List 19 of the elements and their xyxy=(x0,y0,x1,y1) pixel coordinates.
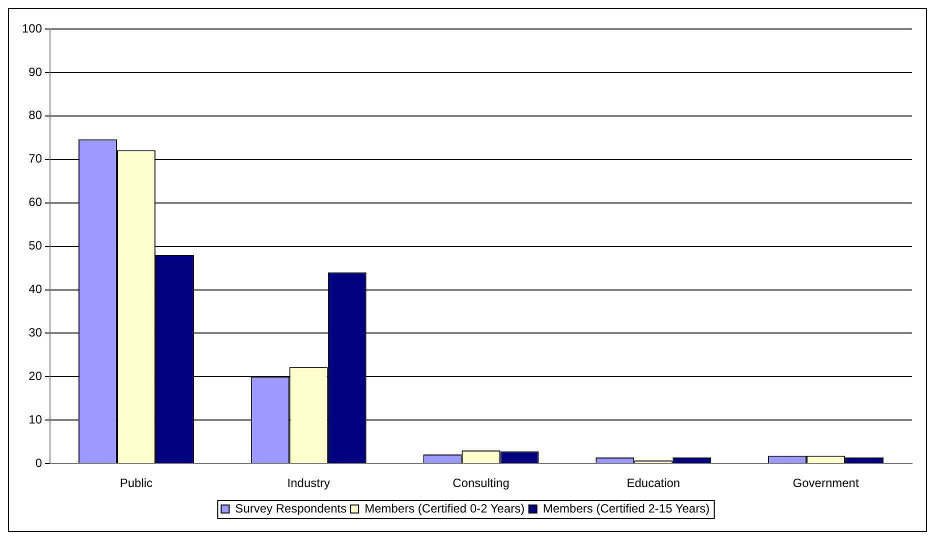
y-tick-label: 0 xyxy=(35,456,42,470)
y-tick-label: 70 xyxy=(28,152,42,166)
y-tick-label: 30 xyxy=(28,326,42,340)
legend-label: Survey Respondents xyxy=(235,501,347,516)
y-tick-label: 20 xyxy=(28,368,42,383)
x-tick-label: Public xyxy=(120,476,153,490)
y-tick-label: 50 xyxy=(28,238,42,253)
y-tick-label: 10 xyxy=(28,412,42,426)
y-tick-label: 90 xyxy=(28,64,42,79)
x-tick-label: Consulting xyxy=(452,476,510,490)
legend-label: Members (Certified 2-15 Years) xyxy=(542,501,710,516)
x-tick-label: Government xyxy=(792,476,860,490)
y-tick-label: 40 xyxy=(28,282,42,296)
x-tick-label: Education xyxy=(626,476,680,490)
y-tick-label: 100 xyxy=(22,21,42,36)
x-tick-label: Industry xyxy=(287,476,330,490)
y-tick-label: 80 xyxy=(28,108,42,122)
y-tick-label: 60 xyxy=(28,195,42,210)
legend-label: Members (Certified 0-2 Years) xyxy=(364,501,525,516)
